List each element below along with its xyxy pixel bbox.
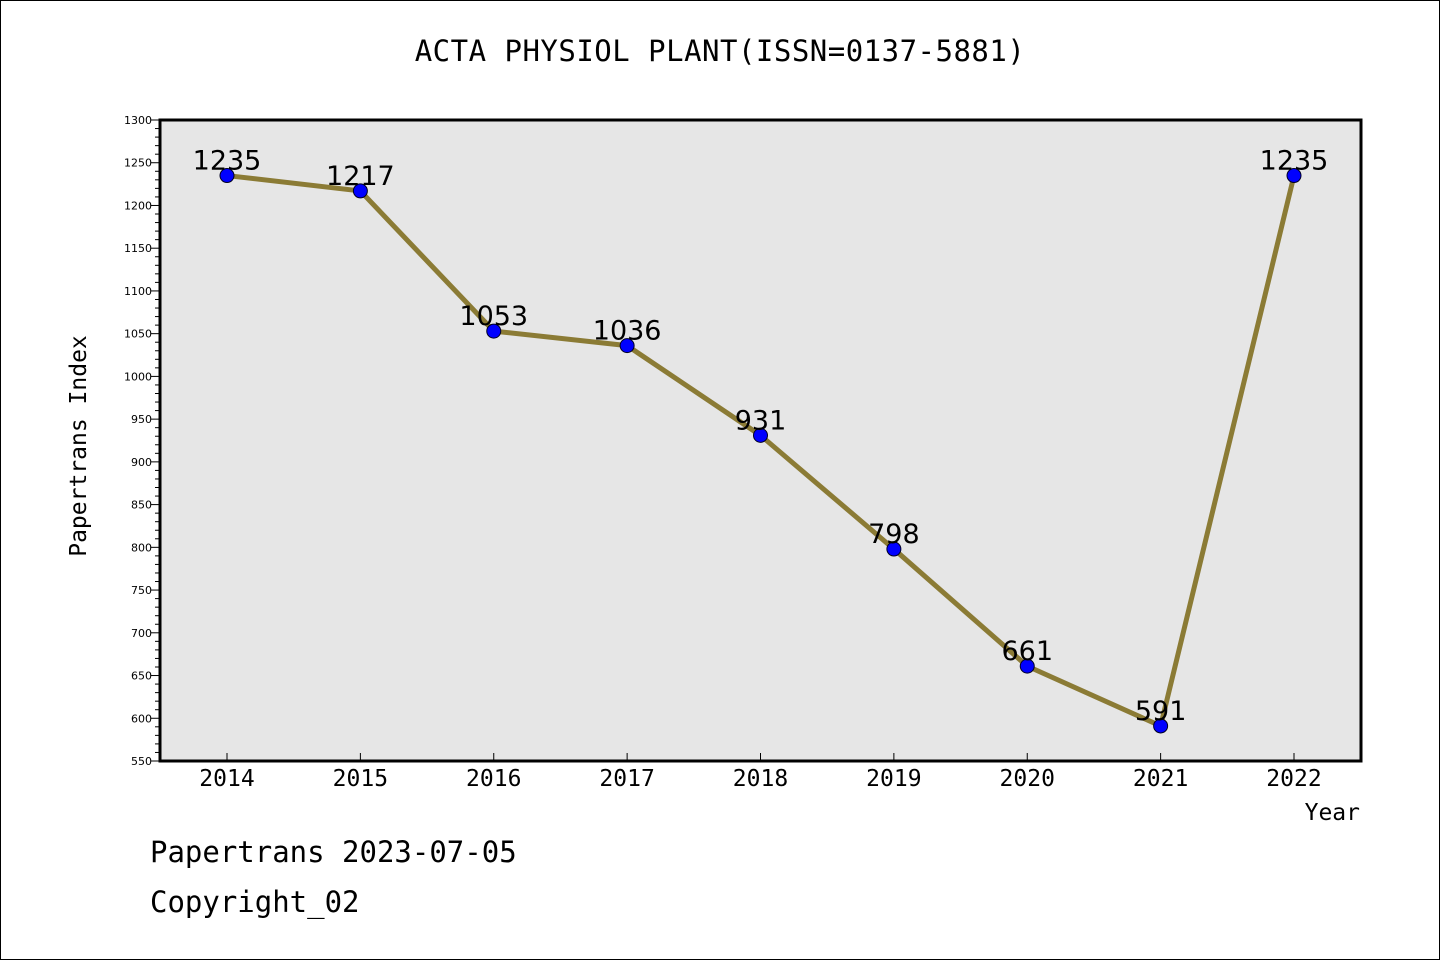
data-point bbox=[486, 323, 502, 339]
x-tick-label: 2019 bbox=[866, 766, 921, 792]
y-tick-label: 1100 bbox=[124, 285, 152, 298]
data-label: 931 bbox=[735, 405, 787, 436]
y-tick-label: 900 bbox=[131, 456, 152, 469]
y-tick-label: 1250 bbox=[124, 157, 152, 170]
data-label: 798 bbox=[868, 519, 920, 550]
y-tick-label: 850 bbox=[131, 499, 152, 512]
data-point bbox=[1019, 658, 1035, 674]
data-labels: 1235 1217 1053 1036 931 798 661 591 1235 bbox=[193, 146, 1329, 727]
data-point bbox=[753, 427, 768, 443]
series bbox=[219, 168, 1302, 734]
y-tick-label: 1150 bbox=[124, 242, 152, 255]
y-axis: 550 600 650 700 750 800 850 900 950 1000 1050 1100 1… bbox=[124, 114, 160, 768]
data-point bbox=[1286, 168, 1302, 184]
data-point bbox=[1153, 718, 1169, 734]
y-tick-label: 1300 bbox=[124, 114, 152, 127]
y-tick-label: 1050 bbox=[124, 328, 152, 341]
chart-title: ACTA PHYSIOL PLANT(ISSN=0137-5881) bbox=[414, 34, 1026, 68]
data-label: 591 bbox=[1135, 696, 1187, 727]
y-tick-label: 700 bbox=[131, 627, 152, 640]
y-tick-label: 600 bbox=[131, 712, 152, 725]
y-tick-label: 750 bbox=[131, 584, 152, 597]
y-axis-label: Papertrans Index bbox=[66, 335, 92, 557]
data-point bbox=[219, 168, 235, 184]
y-tick-label: 1200 bbox=[124, 199, 152, 212]
data-point bbox=[619, 338, 635, 354]
y-tick-label: 550 bbox=[131, 755, 152, 768]
x-tick-label: 2021 bbox=[1133, 766, 1188, 792]
data-point bbox=[886, 541, 902, 557]
data-label: 1053 bbox=[459, 301, 528, 332]
x-tick-label: 2018 bbox=[733, 766, 788, 792]
footer-date: Papertrans 2023-07-05 bbox=[150, 835, 517, 869]
x-tick-label: 2015 bbox=[333, 766, 388, 792]
y-tick-label: 1000 bbox=[124, 370, 152, 383]
x-axis: 2014 2015 2016 2017 2018 2019 2020 2021 2022 bbox=[199, 753, 1322, 792]
footer-copyright: Copyright_02 bbox=[150, 885, 360, 919]
x-tick-label: 2022 bbox=[1266, 766, 1321, 792]
x-axis-label: Year bbox=[1305, 800, 1360, 826]
y-tick-label: 650 bbox=[131, 670, 152, 683]
data-label: 1036 bbox=[593, 316, 662, 347]
data-label: 661 bbox=[1001, 636, 1053, 667]
x-tick-label: 2014 bbox=[199, 766, 254, 792]
y-tick-label: 950 bbox=[131, 413, 152, 426]
x-tick-label: 2020 bbox=[1000, 766, 1055, 792]
data-label: 1235 bbox=[193, 146, 262, 177]
data-label: 1217 bbox=[326, 161, 395, 192]
x-tick-label: 2016 bbox=[466, 766, 521, 792]
x-tick-label: 2017 bbox=[599, 766, 654, 792]
data-label: 1235 bbox=[1260, 146, 1329, 177]
y-tick-label: 800 bbox=[131, 541, 152, 554]
data-point bbox=[352, 183, 368, 199]
